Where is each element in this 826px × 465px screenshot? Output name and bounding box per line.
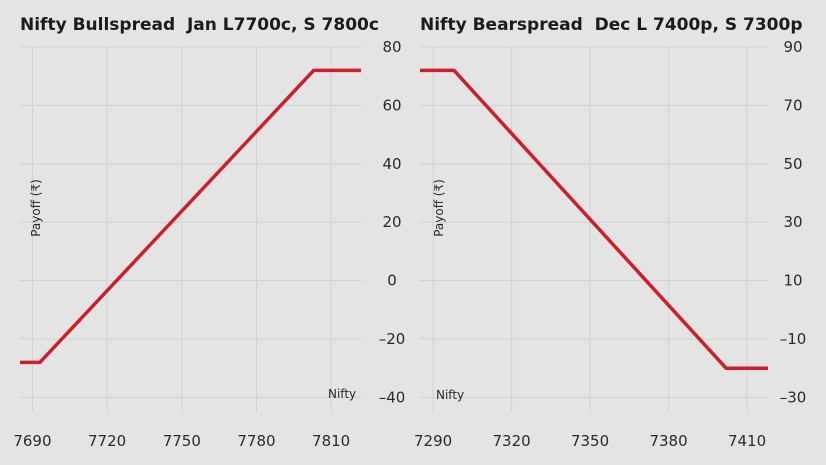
y-tick-label: 90 [783, 38, 802, 56]
y-tick-label: 10 [783, 272, 802, 290]
chart-title: Nifty Bearspread Dec L 7400p, S 7300p [420, 15, 803, 35]
x-tick-label: 7290 [414, 432, 452, 450]
x-axis-label: Nifty [436, 388, 464, 402]
x-tick-label: 7810 [312, 432, 350, 450]
y-tick-label: 70 [783, 96, 802, 114]
payoff-line [20, 68, 361, 365]
y-tick-label: 30 [783, 213, 802, 231]
x-tick-label: 7720 [88, 432, 126, 450]
y-tick-label: 40 [382, 155, 401, 173]
x-tick-label: 7410 [728, 432, 766, 450]
x-tick-label: 7750 [163, 432, 201, 450]
y-tick-label: 60 [382, 96, 401, 114]
y-tick-label: 50 [783, 155, 802, 173]
y-tick-label: –30 [780, 388, 807, 406]
y-tick-label: 20 [382, 213, 401, 231]
x-tick-label: 7320 [492, 432, 530, 450]
y-tick-label: –20 [379, 330, 406, 348]
y-tick-label: –10 [780, 330, 807, 348]
x-tick-label: 7780 [237, 432, 275, 450]
y-tick-label: 80 [382, 38, 401, 56]
chart-title: Nifty Bullspread Jan L7700c, S 7800c [20, 15, 379, 35]
x-tick-label: 7350 [571, 432, 609, 450]
payoff-line [420, 68, 768, 370]
x-tick-label: 7690 [13, 432, 51, 450]
y-tick-label: 0 [387, 272, 397, 290]
y-axis-label: Payoff (₹) [432, 179, 446, 237]
y-axis-label: Payoff (₹) [29, 179, 43, 237]
x-axis-label: Nifty [328, 387, 356, 401]
bearspread-chart: Nifty Bearspread Dec L 7400p, S 7300p 90 7… [414, 15, 806, 450]
x-tick-label: 7380 [649, 432, 687, 450]
y-tick-label: –40 [379, 388, 406, 406]
